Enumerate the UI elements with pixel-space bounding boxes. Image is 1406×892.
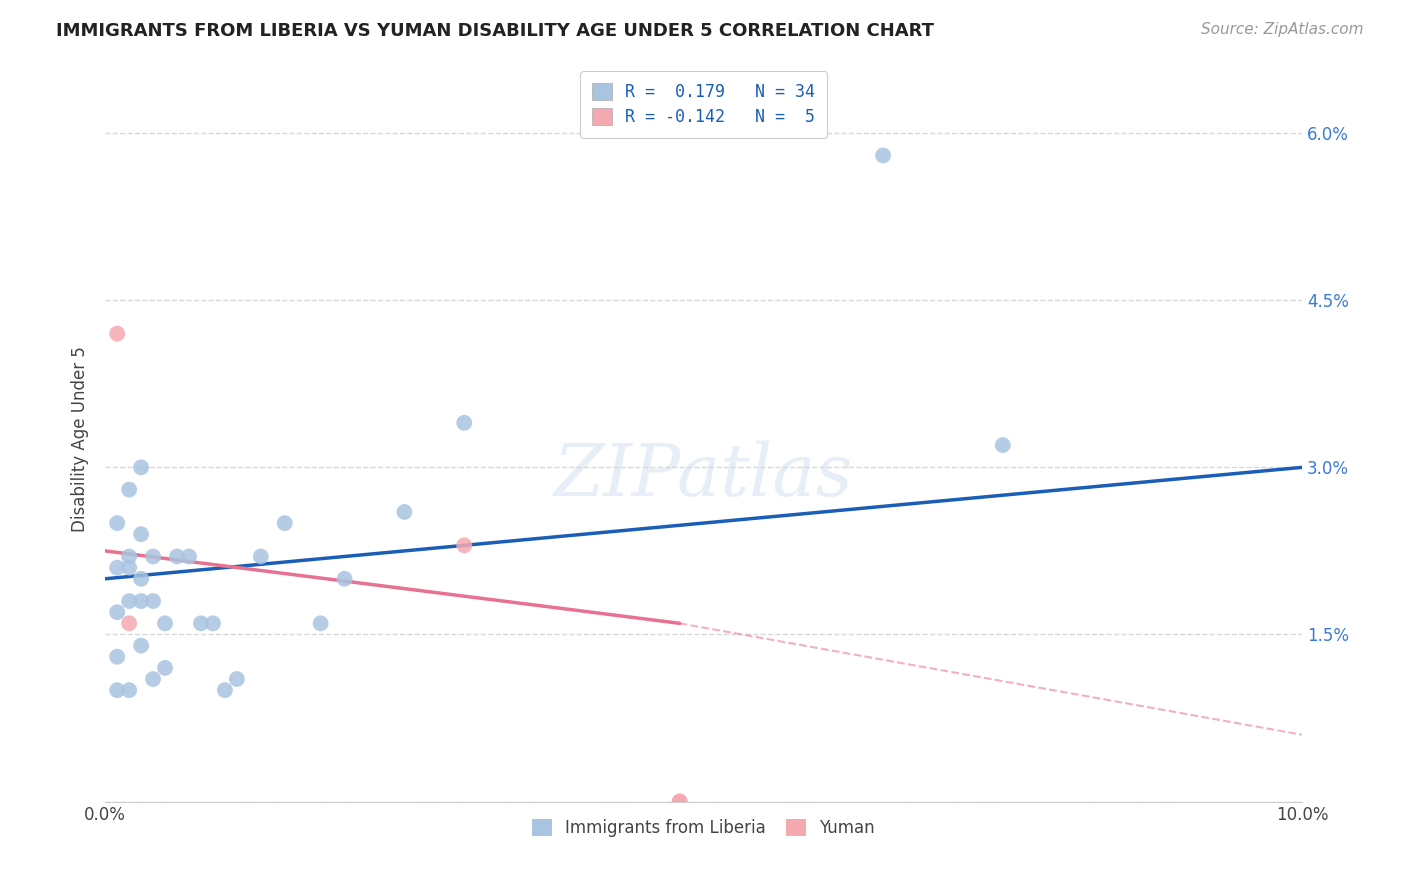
Point (118, 616, 141, 631)
Point (105, 560, 128, 574)
Y-axis label: Disability Age Under 5: Disability Age Under 5 (72, 347, 89, 533)
Point (394, 505, 416, 519)
Point (274, 516, 297, 530)
Point (872, 148, 894, 162)
Point (105, 683, 128, 698)
Point (668, 795, 690, 809)
Point (153, 616, 176, 631)
Point (991, 438, 1014, 452)
Point (153, 661, 176, 675)
Point (309, 616, 332, 631)
Point (105, 326, 128, 341)
Point (249, 549, 271, 564)
Text: IMMIGRANTS FROM LIBERIA VS YUMAN DISABILITY AGE UNDER 5 CORRELATION CHART: IMMIGRANTS FROM LIBERIA VS YUMAN DISABIL… (56, 22, 934, 40)
Point (225, 672, 247, 686)
Point (105, 516, 128, 530)
Legend: Immigrants from Liberia, Yuman: Immigrants from Liberia, Yuman (526, 813, 882, 844)
Point (453, 538, 475, 552)
Point (453, 416, 475, 430)
Point (201, 616, 224, 631)
Point (333, 572, 356, 586)
Point (668, 795, 690, 809)
Point (129, 594, 152, 608)
Point (118, 560, 141, 574)
Point (118, 594, 141, 608)
Point (166, 549, 188, 564)
Point (142, 672, 165, 686)
Point (105, 605, 128, 619)
Point (118, 483, 141, 497)
Point (105, 649, 128, 664)
Point (129, 572, 152, 586)
Point (118, 549, 141, 564)
Point (118, 683, 141, 698)
Point (190, 616, 212, 631)
Text: ZIPatlas: ZIPatlas (554, 441, 853, 511)
Point (129, 639, 152, 653)
Point (142, 549, 165, 564)
Point (129, 527, 152, 541)
Point (129, 460, 152, 475)
Point (214, 683, 236, 698)
Text: Source: ZipAtlas.com: Source: ZipAtlas.com (1201, 22, 1364, 37)
Point (142, 594, 165, 608)
Point (177, 549, 200, 564)
